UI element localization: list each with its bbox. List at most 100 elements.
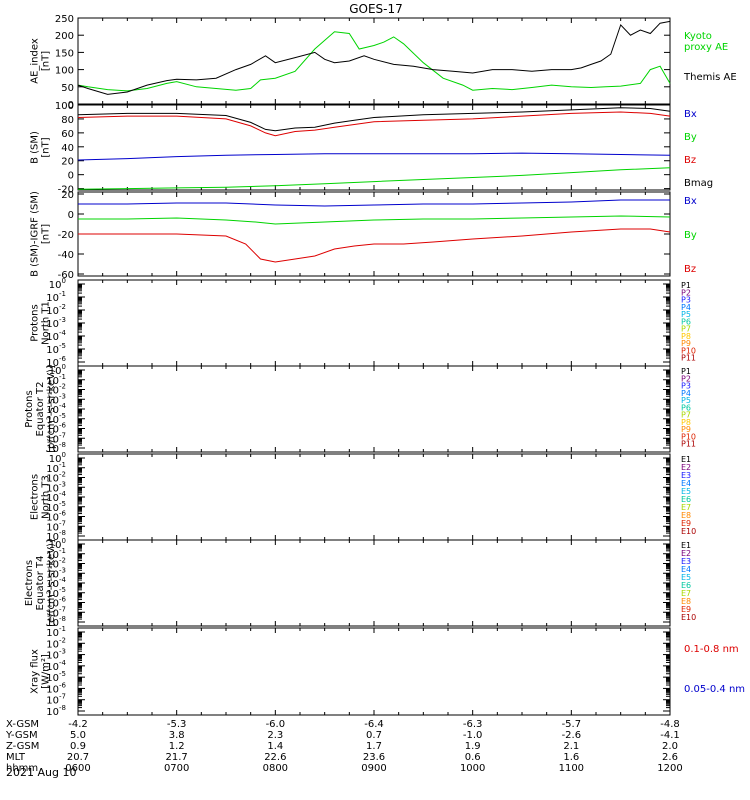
y-axis-label-line: AE_index [30,38,41,84]
axis-value: 1.4 [267,741,283,752]
y-tick-exponent: -2 [59,383,66,391]
y-tick-base: 10 [46,444,59,455]
y-tick-base: 10 [46,319,59,330]
y-tick-base: 10 [46,579,59,590]
series-line-themis-ae [77,20,671,95]
y-axis-label: Xray flux[W/m²] [30,649,52,694]
legend-item: E1 [681,541,691,550]
y-tick-exponent: -1 [59,373,66,381]
axis-value: 0800 [263,763,288,774]
y-tick-base: 10 [46,493,59,504]
y-tick-label: 10-7 [46,431,66,445]
y-tick-label: 10-5 [46,412,66,426]
legend-item: By [684,132,697,143]
axis-value: 1.6 [563,752,579,763]
y-tick-label: 20 [61,157,74,168]
y-tick-label: 10-3 [46,316,66,330]
series-line-bx [78,199,670,207]
legend-item: E3 [681,557,691,566]
legend-item: P1 [681,281,691,290]
y-tick-label: 200 [55,31,74,42]
y-tick-label: 10-6 [46,681,66,695]
series-line-bmag [77,107,671,132]
y-axis-label-line: [nT] [41,224,52,244]
y-tick-exponent: -5 [59,670,66,678]
y-tick-label: 250 [55,14,74,25]
axis-value: 1.2 [169,741,185,752]
y-tick-label: 10-1 [46,461,66,475]
axis-value: 23.6 [363,752,385,763]
y-tick-label: 100 [49,537,66,551]
date-label: 2021 Aug 10 [6,766,76,779]
panel-4: ProtonsNorth T110010-110-210-310-410-510… [30,277,697,369]
axis-value: 2.0 [662,741,678,752]
y-tick-label: 100 [49,277,66,291]
y-tick-exponent: 0 [62,363,66,371]
legend-item: P9 [681,339,691,348]
y-axis-label: ProtonsNorth T1 [30,301,52,345]
legend-item: E10 [681,527,696,536]
y-tick-exponent: -8 [59,441,66,449]
y-tick-base: 10 [46,522,59,533]
y-tick-base: 10 [46,569,59,580]
y-tick-base: 10 [46,662,59,673]
legend-item: P3 [681,296,691,305]
y-tick-base: 10 [46,358,59,369]
y-tick-exponent: -4 [59,576,67,584]
y-tick-label: 10-7 [46,605,66,619]
y-tick-label: 10-8 [46,529,66,543]
y-tick-base: 10 [46,332,59,343]
y-tick-base: 10 [46,503,59,514]
axis-value: 2.3 [267,730,283,741]
y-tick-label: 50 [61,83,74,94]
y-axis-label-line: North T1 [41,301,52,345]
y-tick-base: 10 [46,425,59,436]
y-tick-label: 10-3 [46,566,66,580]
axis-value: 1100 [559,763,584,774]
panel-frame [77,365,671,453]
panel-5: ProtonsEquator T2[p/(cm²-s-sr-keV)]10 0 10… [24,363,696,455]
legend-item: E4 [681,479,691,488]
y-tick-label: 10-7 [46,693,66,707]
panel-7: ElectronsEquator T4[e/(cm²-s-sr-keV)]100… [24,537,696,629]
y-tick-exponent: -2 [59,557,66,565]
y-tick-label: 10-1 [46,373,66,387]
y-tick-base: 10 [46,464,59,475]
legend-item: P8 [681,418,691,427]
y-axis-label-line: Electrons [30,474,41,520]
y-tick-base: 10 [46,560,59,571]
y-axis-label: ElectronsNorth T3 [30,474,52,520]
y-tick-exponent: -5 [59,342,66,350]
panel-3: B (SM)-IGRF (SM)[nT] -60 -40 -20 0 20 Bx By Bz [30,190,697,281]
series-line-by [78,215,671,225]
y-tick-label: 100 [55,101,74,112]
axis-value: 21.7 [166,752,188,763]
legend-item: E8 [681,511,691,520]
axis-value: 1.7 [366,741,382,752]
y-tick-exponent: -8 [59,704,66,712]
series-line-bx [77,152,671,161]
axis-value: 0.6 [465,752,481,763]
row-label: Y-GSM [5,730,38,741]
y-tick-exponent: -7 [59,605,66,613]
y-tick-label: 10-6 [46,422,66,436]
y-tick-label: 10-2 [46,471,66,485]
y-tick-label: 10-3 [46,648,66,662]
panel-frame [77,627,671,716]
axis-value: -6.0 [266,719,286,730]
y-tick-label: 0 [68,210,74,221]
y-tick-label: -40 [58,250,74,261]
y-axis-label: ProtonsEquator T2[p/(cm²-s-sr-keV)] [24,365,57,453]
y-tick-base: 10 [46,707,59,718]
y-tick-label: 10-5 [46,586,66,600]
row-label: Z-GSM [6,741,39,752]
y-axis-label: ElectronsEquator T4[e/(cm²-s-sr-keV)] [24,539,57,627]
y-tick-label: 10-6 [46,596,66,610]
y-tick-exponent: -4 [59,490,67,498]
axis-value: 3.8 [169,730,185,741]
legend-item: Kyoto [684,31,712,42]
legend-item: P10 [681,432,696,441]
y-tick-base: 10 [46,618,59,629]
